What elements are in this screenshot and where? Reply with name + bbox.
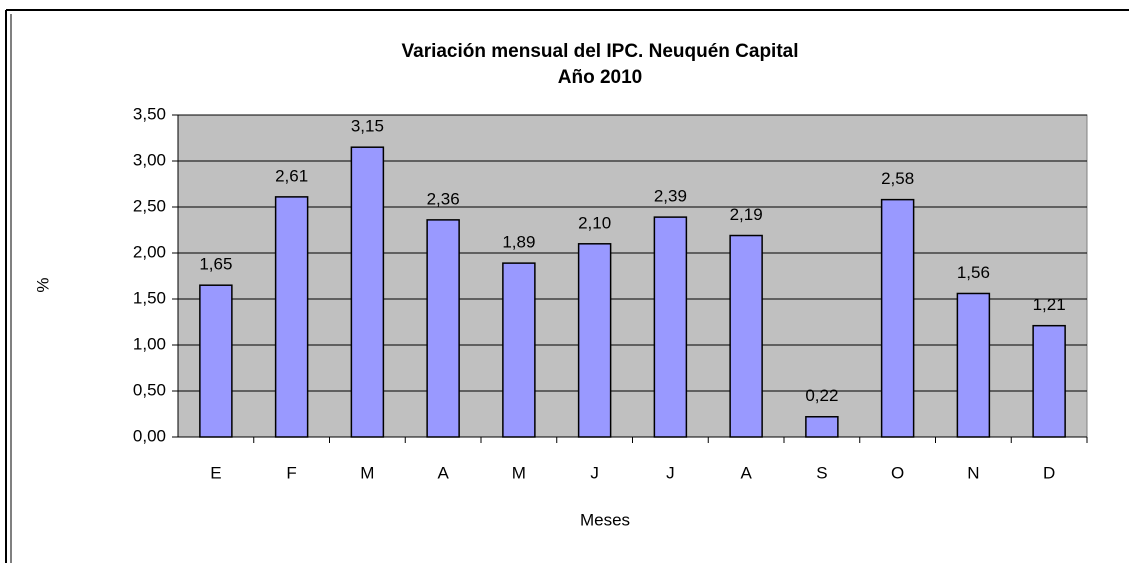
x-axis-label: Meses — [580, 510, 630, 529]
data-label: 2,36 — [427, 189, 460, 208]
data-label: 3,15 — [351, 117, 384, 136]
data-label: 1,89 — [502, 233, 535, 252]
x-tick-label: M — [512, 463, 526, 482]
chart-title: Variación mensual del IPC. Neuquén Capit… — [402, 41, 799, 62]
bar — [426, 219, 460, 438]
x-tick-label: J — [590, 463, 599, 482]
data-label: 1,21 — [1033, 295, 1066, 314]
y-axis-label: % — [33, 277, 52, 292]
x-tick-label: A — [740, 463, 752, 482]
x-tick-label: E — [210, 463, 221, 482]
y-tick-label: 1,00 — [133, 334, 166, 353]
bar — [956, 292, 991, 438]
bar — [199, 284, 233, 438]
y-tick-label: 0,50 — [133, 380, 166, 399]
y-tick-label: 2,00 — [133, 242, 166, 261]
bar — [1032, 324, 1066, 438]
plot-area — [177, 114, 1088, 438]
x-tick-label: J — [666, 463, 675, 482]
bar — [577, 243, 612, 438]
data-label: 2,39 — [654, 187, 687, 206]
bar — [880, 198, 915, 438]
data-label: 2,19 — [730, 205, 763, 224]
bar — [653, 216, 688, 438]
bar — [729, 234, 763, 438]
x-tick-label: S — [816, 463, 827, 482]
x-tick-label: N — [967, 463, 979, 482]
data-label: 1,56 — [957, 263, 990, 282]
data-label: 0,22 — [805, 386, 838, 405]
x-tick-label: O — [891, 463, 904, 482]
y-tick-label: 1,50 — [133, 288, 166, 307]
x-tick-label: M — [360, 463, 374, 482]
y-tick-label: 2,50 — [133, 196, 166, 215]
x-tick-label: D — [1043, 463, 1055, 482]
y-tick-label: 3,00 — [133, 150, 166, 169]
bar — [502, 262, 536, 438]
data-label: 2,10 — [578, 213, 611, 232]
data-label: 1,65 — [199, 255, 232, 274]
chart-subtitle: Año 2010 — [558, 67, 642, 88]
data-label: 2,58 — [881, 169, 914, 188]
x-tick-label: A — [437, 463, 449, 482]
bar — [805, 416, 839, 438]
bar — [274, 196, 309, 438]
y-tick-label: 0,00 — [133, 426, 166, 445]
bar — [350, 146, 385, 438]
y-tick-label: 3,50 — [133, 104, 166, 123]
x-tick-label: F — [286, 463, 296, 482]
data-label: 2,61 — [275, 166, 308, 185]
